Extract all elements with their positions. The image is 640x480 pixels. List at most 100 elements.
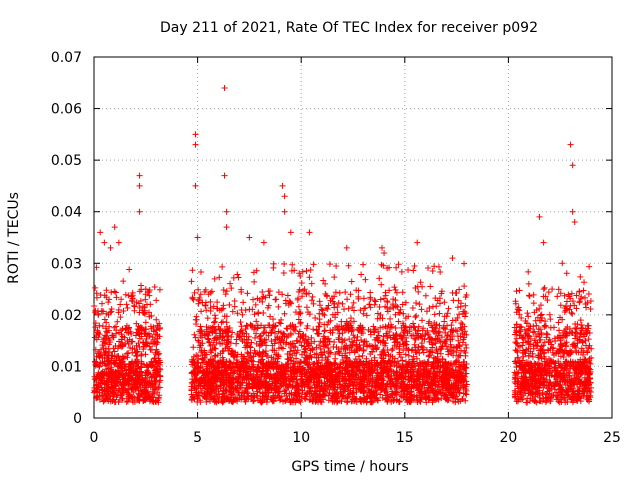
data-point [151, 390, 158, 397]
data-point [350, 299, 357, 306]
data-point [270, 260, 277, 267]
y-tick-label: 0.04 [51, 205, 82, 221]
data-point [376, 303, 383, 310]
data-point [339, 300, 346, 307]
data-point [546, 311, 553, 318]
data-point [405, 266, 412, 273]
data-point [431, 311, 438, 318]
data-point [127, 392, 134, 399]
data-point [462, 310, 469, 317]
data-point [420, 349, 427, 356]
data-point [417, 279, 424, 286]
data-point [377, 311, 384, 318]
data-point [106, 349, 113, 356]
data-point [133, 342, 140, 349]
data-point [279, 291, 286, 298]
data-point [101, 371, 108, 378]
data-point [374, 385, 381, 392]
data-point [281, 261, 288, 268]
data-point [122, 367, 129, 374]
data-point [146, 333, 153, 340]
data-point [436, 322, 443, 329]
data-point [229, 308, 236, 315]
data-point [105, 365, 112, 372]
data-point [413, 299, 420, 306]
data-point [121, 377, 128, 384]
data-point [135, 390, 142, 397]
data-point [105, 373, 112, 380]
data-point [153, 359, 160, 366]
data-point [463, 292, 470, 299]
data-point [104, 354, 111, 361]
data-point [205, 338, 212, 345]
data-point [347, 291, 354, 298]
data-point [142, 375, 149, 382]
data-point [100, 336, 107, 343]
data-point [156, 286, 163, 293]
data-point [221, 313, 228, 320]
data-point [367, 304, 374, 311]
data-point [260, 309, 267, 316]
data-point [344, 296, 351, 303]
data-point [437, 269, 444, 276]
data-point [341, 306, 348, 313]
data-point [91, 358, 98, 365]
data-point [541, 284, 548, 291]
data-point [132, 372, 139, 379]
data-point [525, 313, 532, 320]
data-point [425, 265, 432, 272]
data-point [259, 288, 266, 295]
data-point [343, 342, 350, 349]
data-point [93, 290, 100, 297]
data-point [148, 381, 155, 388]
data-point [416, 301, 423, 308]
data-point [252, 334, 259, 341]
data-point [287, 322, 294, 329]
data-point [238, 289, 245, 296]
data-point [111, 324, 118, 331]
data-point [138, 387, 145, 394]
data-point [196, 295, 203, 302]
data-point [463, 391, 470, 398]
data-point [450, 297, 457, 304]
data-point [204, 315, 211, 322]
data-point [206, 339, 213, 346]
data-point [92, 346, 99, 353]
data-point [143, 369, 150, 376]
data-point [156, 333, 163, 340]
data-point [111, 360, 118, 367]
data-point [150, 328, 157, 335]
data-point [143, 301, 150, 308]
data-point [580, 287, 587, 294]
data-point [301, 343, 308, 350]
data-point [109, 398, 116, 405]
data-point [392, 286, 399, 293]
data-point [131, 398, 138, 405]
data-point [91, 303, 98, 310]
y-tick-label: 0 [73, 411, 82, 427]
data-point [109, 376, 116, 383]
data-point [191, 331, 198, 338]
data-point [98, 370, 105, 377]
data-point [95, 350, 102, 357]
data-point [342, 289, 349, 296]
data-point [335, 349, 342, 356]
data-point [334, 303, 341, 310]
data-point [116, 387, 123, 394]
data-point [154, 322, 161, 329]
data-point [157, 372, 164, 379]
data-point [142, 311, 149, 318]
data-point [119, 358, 126, 365]
data-point [331, 293, 338, 300]
data-point [155, 350, 162, 357]
data-point [445, 305, 452, 312]
y-tick-label: 0.06 [51, 102, 82, 118]
data-point [311, 338, 318, 345]
data-point [156, 392, 163, 399]
data-point [207, 342, 214, 349]
data-point [136, 344, 143, 351]
data-point [277, 320, 284, 327]
data-point [124, 304, 131, 311]
data-point [93, 336, 100, 343]
data-point [429, 267, 436, 274]
